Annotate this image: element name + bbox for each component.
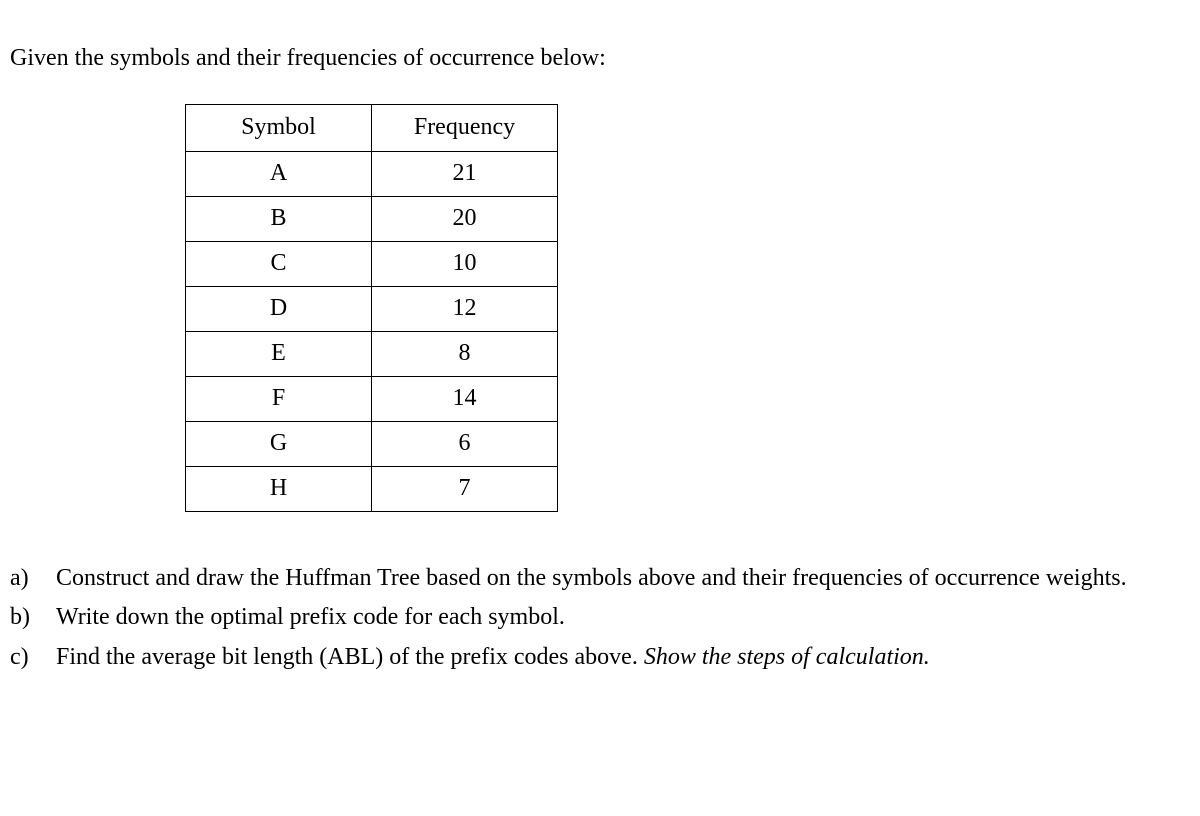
table-row: F 14 bbox=[186, 376, 558, 421]
question-list: a) Construct and draw the Huffman Tree b… bbox=[10, 562, 1190, 675]
question-a: a) Construct and draw the Huffman Tree b… bbox=[10, 562, 1190, 596]
question-label: c) bbox=[10, 641, 56, 675]
col-header-frequency: Frequency bbox=[372, 104, 558, 151]
question-text-plain: Find the average bit length (ABL) of the… bbox=[56, 644, 644, 670]
cell-frequency: 7 bbox=[372, 466, 558, 511]
cell-frequency: 21 bbox=[372, 151, 558, 196]
table-row: B 20 bbox=[186, 196, 558, 241]
intro-text: Given the symbols and their frequencies … bbox=[10, 42, 1190, 76]
cell-symbol: A bbox=[186, 151, 372, 196]
cell-frequency: 12 bbox=[372, 286, 558, 331]
cell-symbol: H bbox=[186, 466, 372, 511]
cell-symbol: F bbox=[186, 376, 372, 421]
cell-frequency: 6 bbox=[372, 421, 558, 466]
frequency-table: Symbol Frequency A 21 B 20 C 10 D 12 E 8… bbox=[185, 104, 558, 512]
col-header-symbol: Symbol bbox=[186, 104, 372, 151]
question-text-italic: Show the steps of calculation. bbox=[644, 644, 930, 670]
question-label: b) bbox=[10, 601, 56, 635]
cell-symbol: G bbox=[186, 421, 372, 466]
cell-symbol: B bbox=[186, 196, 372, 241]
question-b: b) Write down the optimal prefix code fo… bbox=[10, 601, 1190, 635]
question-text: Find the average bit length (ABL) of the… bbox=[56, 641, 1190, 675]
cell-frequency: 8 bbox=[372, 331, 558, 376]
table-row: D 12 bbox=[186, 286, 558, 331]
cell-frequency: 20 bbox=[372, 196, 558, 241]
cell-frequency: 14 bbox=[372, 376, 558, 421]
cell-frequency: 10 bbox=[372, 241, 558, 286]
question-label: a) bbox=[10, 562, 56, 596]
table-row: G 6 bbox=[186, 421, 558, 466]
table-header-row: Symbol Frequency bbox=[186, 104, 558, 151]
question-c: c) Find the average bit length (ABL) of … bbox=[10, 641, 1190, 675]
cell-symbol: E bbox=[186, 331, 372, 376]
question-text: Write down the optimal prefix code for e… bbox=[56, 601, 1190, 635]
cell-symbol: C bbox=[186, 241, 372, 286]
question-text: Construct and draw the Huffman Tree base… bbox=[56, 562, 1190, 596]
cell-symbol: D bbox=[186, 286, 372, 331]
table-row: E 8 bbox=[186, 331, 558, 376]
table-row: A 21 bbox=[186, 151, 558, 196]
table-row: C 10 bbox=[186, 241, 558, 286]
table-row: H 7 bbox=[186, 466, 558, 511]
